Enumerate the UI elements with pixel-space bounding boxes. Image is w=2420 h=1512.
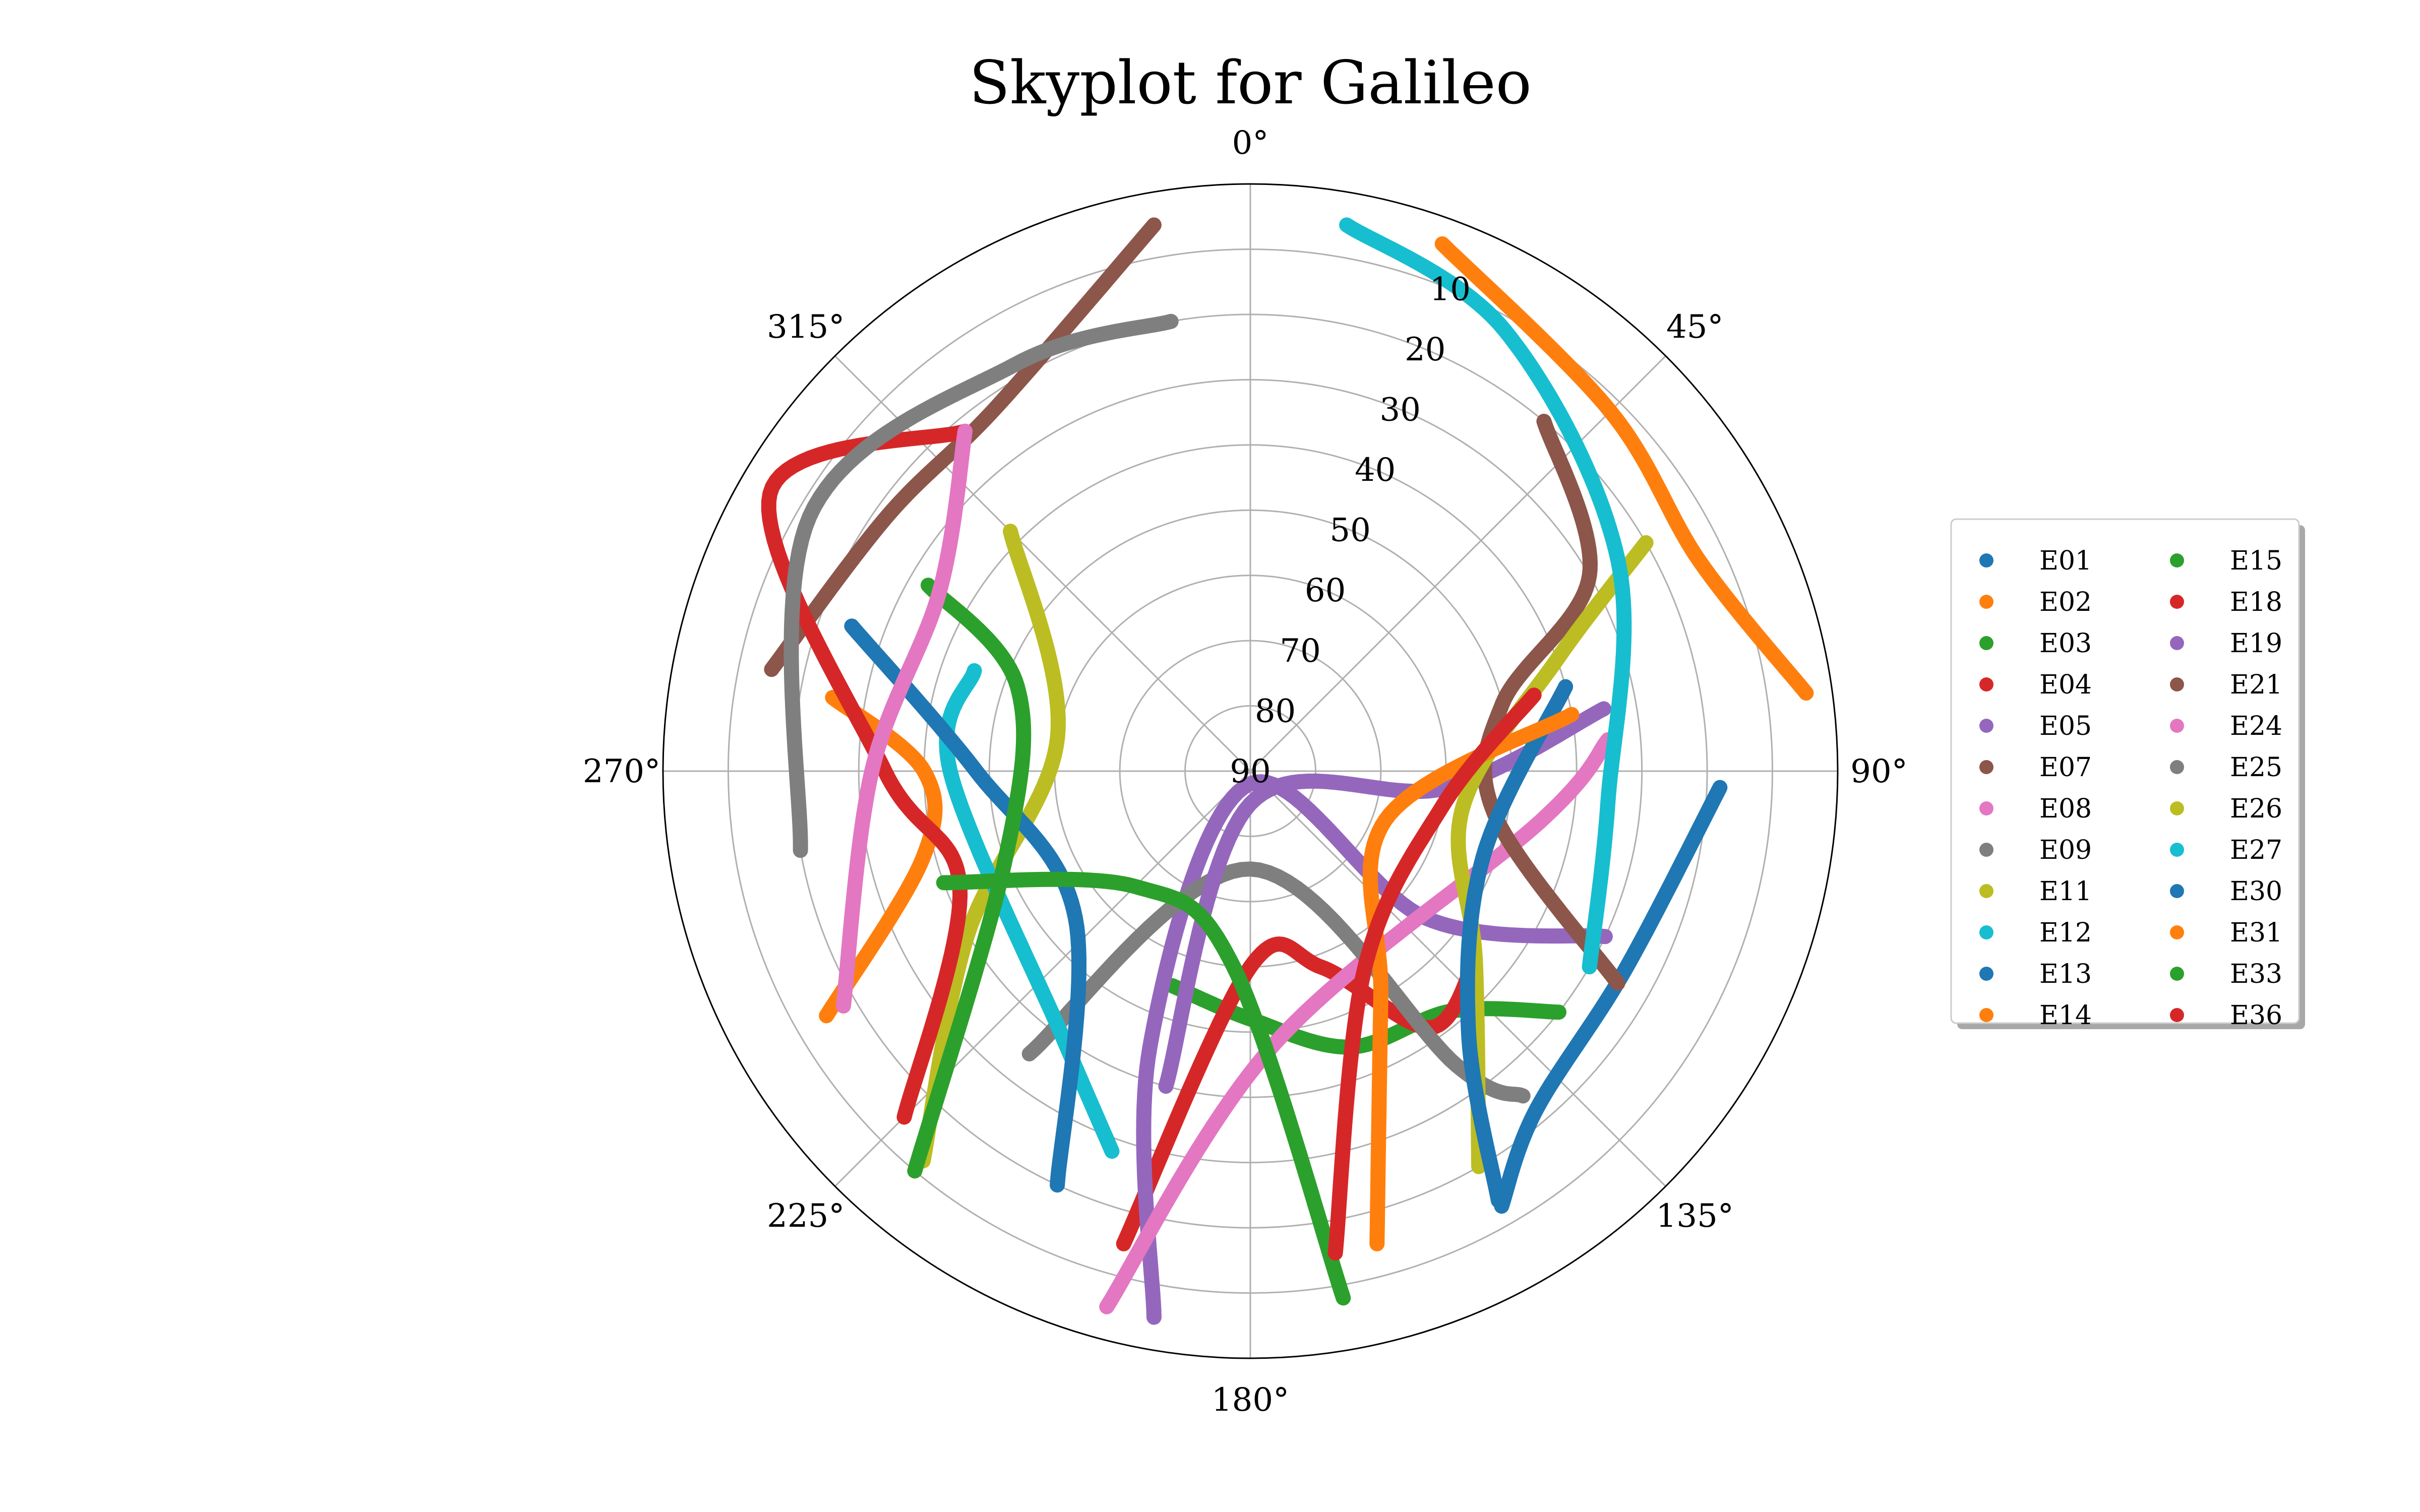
track-e26 (1450, 535, 1654, 1174)
legend-label: E15 (2230, 546, 2282, 576)
elevation-tick-label: 40 (1355, 452, 1396, 489)
track-e27 (1339, 217, 1632, 975)
track-e01 (1494, 780, 1728, 1214)
legend-label: E24 (2230, 711, 2282, 741)
legend-label: E04 (2039, 670, 2092, 700)
azimuth-tick-label: 270° (583, 753, 660, 790)
legend-marker (1979, 1008, 1993, 1022)
elevation-tick-label: 90 (1230, 753, 1270, 790)
track-e04 (1116, 936, 1483, 1251)
azimuth-tick-label: 45° (1666, 308, 1723, 346)
track-e24 (835, 423, 973, 1014)
legend-marker (2170, 636, 2184, 650)
legend-marker (1979, 677, 1993, 691)
legend-label: E01 (2039, 546, 2092, 576)
legend-marker (2170, 884, 2184, 898)
legend-label: E02 (2039, 587, 2092, 617)
track-e02 (1434, 236, 1814, 701)
legend-marker (2170, 1008, 2184, 1022)
elevation-tick-label: 30 (1379, 391, 1420, 428)
legend-label: E27 (2230, 835, 2282, 865)
legend-marker (2170, 801, 2184, 815)
track-e30 (1460, 679, 1574, 1208)
satellite-tracks (761, 217, 1814, 1325)
legend-label: E33 (2230, 959, 2282, 989)
legend-label: E19 (2230, 628, 2282, 659)
track-e07 (764, 217, 1162, 677)
track-e11 (916, 524, 1066, 1169)
legend-label: E30 (2230, 876, 2282, 907)
legend-label: E31 (2230, 918, 2282, 948)
legend-marker (2170, 843, 2184, 857)
horizon-circle (662, 183, 1839, 1359)
legend-marker (1979, 925, 1993, 939)
legend-label: E03 (2039, 628, 2092, 659)
track-e15 (907, 578, 1032, 1179)
azimuth-tick-label: 315° (767, 308, 844, 346)
legend-label: E14 (2039, 1000, 2092, 1031)
azimuth-tick-label: 180° (1212, 1381, 1289, 1419)
legend-label: E07 (2039, 752, 2092, 783)
chart-title: Skyplot for Galileo (969, 48, 1532, 117)
legend-label: E18 (2230, 587, 2282, 617)
legend-marker (1979, 967, 1993, 981)
track-group (761, 217, 1814, 1325)
legend-marker (2170, 967, 2184, 981)
legend-label: E05 (2039, 711, 2092, 741)
legend-label: E25 (2230, 752, 2282, 783)
legend-label: E12 (2039, 918, 2092, 948)
elevation-tick-label: 70 (1280, 633, 1320, 670)
legend-marker (2170, 595, 2184, 609)
legend-label: E13 (2039, 959, 2092, 989)
legend-label: E21 (2230, 670, 2282, 700)
legend-marker (2170, 760, 2184, 774)
legend-label: E09 (2039, 835, 2092, 865)
polar-axis-frame: 0° 45° 90° 135° 180° 225° 270° 315° 10 20 30 40 50 60… (583, 124, 1908, 1419)
track-e25 (783, 313, 1179, 858)
legend-marker (1979, 553, 1993, 568)
track-e36 (1327, 687, 1542, 1261)
legend-marker (1979, 801, 1993, 815)
track-e18 (761, 423, 973, 1125)
legend-marker (2170, 719, 2184, 733)
legend-marker (1979, 884, 1993, 898)
elevation-tick-label: 80 (1255, 692, 1296, 730)
elevation-tick-label: 50 (1329, 512, 1370, 549)
legend: E01 E02 E03 E04 E05 E07 E08 E09 E11 E12 E13 E14 E15 E… (1950, 518, 2305, 1031)
legend-label: E36 (2230, 1000, 2282, 1031)
track-e33 (936, 871, 1351, 1306)
elevation-tick-label: 60 (1305, 572, 1346, 609)
legend-marker (2170, 553, 2184, 568)
legend-label: E08 (2039, 794, 2092, 824)
azimuth-spoke (1249, 355, 1666, 772)
track-e08 (1099, 732, 1616, 1314)
legend-marker (1979, 595, 1993, 609)
azimuth-tick-label: 225° (767, 1198, 844, 1235)
azimuth-tick-label: 135° (1656, 1198, 1734, 1235)
legend-marker (1979, 760, 1993, 774)
track-e21 (1477, 413, 1625, 991)
legend-marker (1979, 719, 1993, 733)
legend-label: E11 (2039, 876, 2092, 907)
elevation-tick-label: 10 (1430, 271, 1471, 308)
azimuth-spoke (1249, 770, 1666, 1187)
legend-marker (1979, 636, 1993, 650)
azimuth-tick-label: 90° (1850, 753, 1907, 790)
legend-marker (2170, 677, 2184, 691)
legend-box (1950, 518, 2300, 1024)
legend-marker (2170, 925, 2184, 939)
elevation-tick-label: 20 (1405, 331, 1445, 368)
legend-marker (1979, 843, 1993, 857)
track-e05 (1136, 774, 1613, 1325)
azimuth-tick-label: 0° (1232, 124, 1269, 162)
legend-label: E26 (2230, 794, 2282, 824)
